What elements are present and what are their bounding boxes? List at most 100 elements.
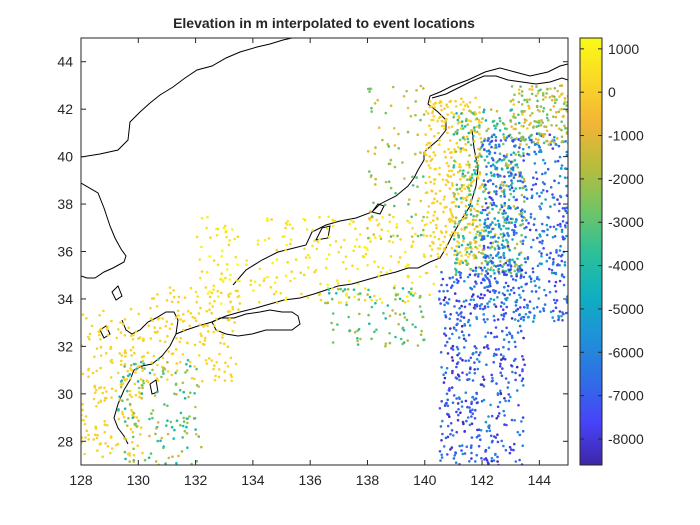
event-point bbox=[160, 436, 164, 440]
event-point bbox=[457, 299, 461, 303]
event-point bbox=[529, 280, 533, 283]
event-point bbox=[564, 140, 567, 143]
event-point bbox=[103, 399, 106, 402]
event-point bbox=[402, 312, 406, 315]
event-point bbox=[541, 91, 545, 95]
event-point bbox=[483, 286, 486, 290]
event-point bbox=[470, 180, 474, 183]
event-point bbox=[367, 288, 370, 292]
event-point bbox=[492, 354, 496, 358]
event-point bbox=[81, 436, 84, 439]
event-point bbox=[498, 247, 501, 250]
event-point bbox=[489, 201, 493, 205]
event-point bbox=[555, 248, 558, 252]
event-point bbox=[511, 98, 515, 102]
event-point bbox=[494, 223, 497, 226]
event-point bbox=[452, 115, 455, 119]
event-point bbox=[286, 261, 290, 264]
event-point bbox=[484, 275, 488, 278]
event-point bbox=[452, 113, 456, 116]
event-point bbox=[467, 186, 470, 190]
event-point bbox=[447, 180, 450, 184]
event-point bbox=[470, 250, 473, 253]
event-point bbox=[520, 285, 523, 289]
event-point bbox=[509, 172, 513, 175]
event-point bbox=[542, 135, 545, 139]
event-point bbox=[442, 289, 445, 293]
event-point bbox=[486, 246, 490, 249]
event-point bbox=[484, 183, 487, 187]
event-point bbox=[472, 178, 476, 182]
event-point bbox=[494, 453, 497, 457]
event-point bbox=[370, 215, 374, 218]
event-point bbox=[514, 122, 517, 126]
event-point bbox=[306, 253, 310, 257]
event-point bbox=[461, 174, 464, 178]
event-point bbox=[397, 147, 401, 150]
event-point bbox=[467, 131, 471, 135]
event-point bbox=[447, 169, 451, 173]
event-point bbox=[469, 198, 473, 202]
event-point bbox=[458, 270, 461, 274]
event-point bbox=[503, 397, 506, 400]
event-point bbox=[527, 221, 530, 225]
colorbar-tick-label: 1000 bbox=[608, 41, 639, 57]
event-point bbox=[123, 420, 127, 423]
event-point bbox=[455, 270, 458, 274]
event-point bbox=[443, 235, 447, 239]
event-point bbox=[545, 189, 549, 193]
event-point bbox=[217, 295, 220, 298]
event-point bbox=[503, 201, 507, 205]
event-point bbox=[477, 250, 481, 254]
event-point bbox=[465, 213, 469, 217]
event-point bbox=[442, 124, 446, 128]
event-point bbox=[367, 236, 370, 240]
event-point bbox=[561, 115, 565, 118]
event-point bbox=[438, 407, 442, 410]
event-point bbox=[306, 266, 310, 269]
event-point bbox=[553, 95, 556, 99]
event-point bbox=[330, 297, 334, 301]
event-point bbox=[444, 327, 447, 330]
event-point bbox=[457, 222, 460, 226]
event-point bbox=[444, 315, 448, 319]
event-point bbox=[482, 179, 486, 182]
event-point bbox=[439, 425, 443, 428]
coastline-hokkaido bbox=[431, 75, 568, 99]
y-tick-label: 42 bbox=[57, 101, 73, 117]
event-point bbox=[123, 365, 126, 368]
event-point bbox=[147, 324, 150, 328]
event-point bbox=[84, 415, 88, 418]
event-point bbox=[228, 239, 231, 242]
event-point bbox=[466, 160, 470, 164]
event-point bbox=[486, 318, 489, 321]
event-point bbox=[516, 166, 519, 169]
event-point bbox=[206, 292, 210, 295]
event-point bbox=[553, 203, 556, 206]
event-point bbox=[137, 419, 140, 423]
event-point bbox=[476, 367, 480, 371]
event-point bbox=[560, 259, 564, 263]
event-point bbox=[535, 120, 538, 124]
coastline-shikoku bbox=[211, 309, 301, 337]
event-point bbox=[175, 336, 178, 340]
event-point bbox=[496, 296, 499, 299]
event-point bbox=[471, 395, 475, 399]
event-point bbox=[536, 141, 540, 144]
event-point bbox=[480, 183, 484, 186]
event-point bbox=[529, 114, 532, 117]
event-point bbox=[552, 196, 556, 199]
event-point bbox=[497, 267, 501, 271]
event-point bbox=[538, 195, 541, 198]
event-point bbox=[500, 439, 504, 443]
event-point bbox=[131, 337, 135, 341]
event-point bbox=[384, 111, 388, 115]
event-point bbox=[441, 419, 444, 423]
event-point bbox=[343, 238, 346, 242]
event-point bbox=[369, 210, 372, 213]
event-point bbox=[444, 371, 448, 375]
event-point bbox=[440, 108, 443, 112]
event-point bbox=[502, 314, 506, 318]
event-point bbox=[478, 296, 482, 300]
event-point bbox=[512, 189, 516, 193]
